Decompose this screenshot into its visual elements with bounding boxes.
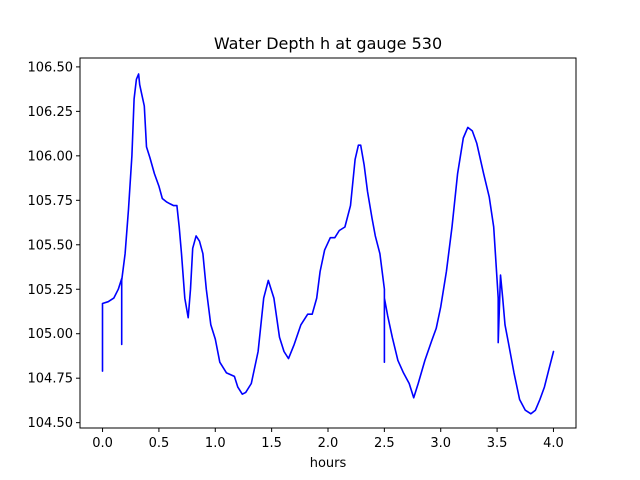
chart-title: Water Depth h at gauge 530 bbox=[214, 34, 442, 53]
x-tick-label: 2.0 bbox=[318, 436, 339, 451]
y-tick-label: 104.75 bbox=[28, 372, 74, 387]
y-tick-label: 105.25 bbox=[28, 283, 74, 298]
y-tick-label: 106.25 bbox=[28, 105, 74, 120]
x-tick-label: 3.5 bbox=[487, 436, 508, 451]
y-tick-label: 105.50 bbox=[28, 238, 74, 253]
x-tick-label: 2.5 bbox=[374, 436, 395, 451]
y-axis-ticks: 104.50 104.75 105.00 105.25 105.50 105.75 106.… bbox=[28, 60, 80, 431]
y-tick-label: 106.00 bbox=[28, 149, 74, 164]
x-axis-ticks: 0.0 0.5 1.0 1.5 2.0 2.5 3.0 3.5 4.0 bbox=[92, 428, 564, 451]
axes-frame bbox=[79, 57, 577, 429]
y-tick-label: 105.00 bbox=[28, 327, 74, 342]
series-line-0 bbox=[101, 73, 555, 415]
y-tick-label: 106.50 bbox=[28, 60, 74, 75]
y-tick-label: 105.75 bbox=[28, 194, 74, 209]
x-axis-label: hours bbox=[310, 456, 347, 471]
y-tick-label: 104.50 bbox=[28, 416, 74, 431]
x-tick-label: 1.0 bbox=[205, 436, 226, 451]
x-tick-label: 1.5 bbox=[261, 436, 282, 451]
series-layer bbox=[101, 73, 555, 415]
x-tick-label: 0.0 bbox=[92, 436, 113, 451]
x-tick-label: 3.0 bbox=[430, 436, 451, 451]
x-tick-label: 4.0 bbox=[543, 436, 564, 451]
x-tick-label: 0.5 bbox=[149, 436, 170, 451]
